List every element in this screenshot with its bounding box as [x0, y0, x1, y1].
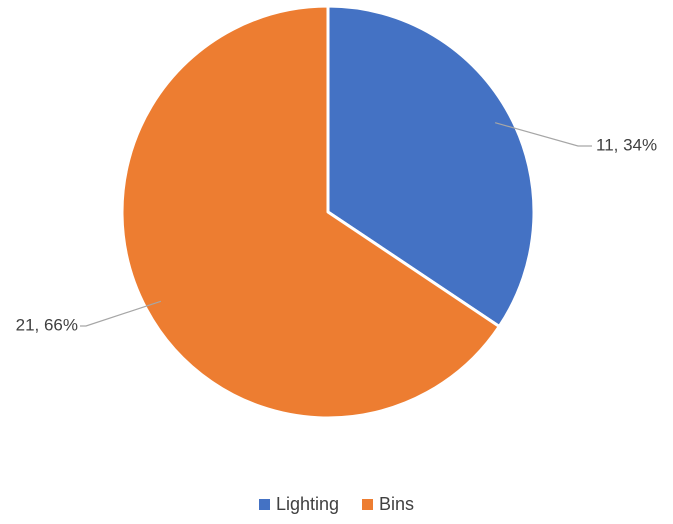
legend-label-bins: Bins — [379, 494, 414, 514]
pie-slice-bins — [120, 4, 501, 420]
data-label-bins: 21, 66% — [16, 315, 78, 334]
leader-line-lighting — [494, 122, 592, 147]
leader-lines — [80, 122, 592, 327]
legend: Lighting Bins — [259, 494, 414, 514]
legend-label-lighting: Lighting — [276, 494, 339, 514]
leader-line-bins — [80, 300, 162, 327]
legend-marker-lighting — [259, 499, 270, 510]
pie-slices — [120, 4, 536, 420]
data-label-lighting: 11, 34% — [596, 135, 657, 154]
legend-marker-bins — [362, 499, 373, 510]
data-labels: 11, 34% 21, 66% — [16, 135, 658, 334]
